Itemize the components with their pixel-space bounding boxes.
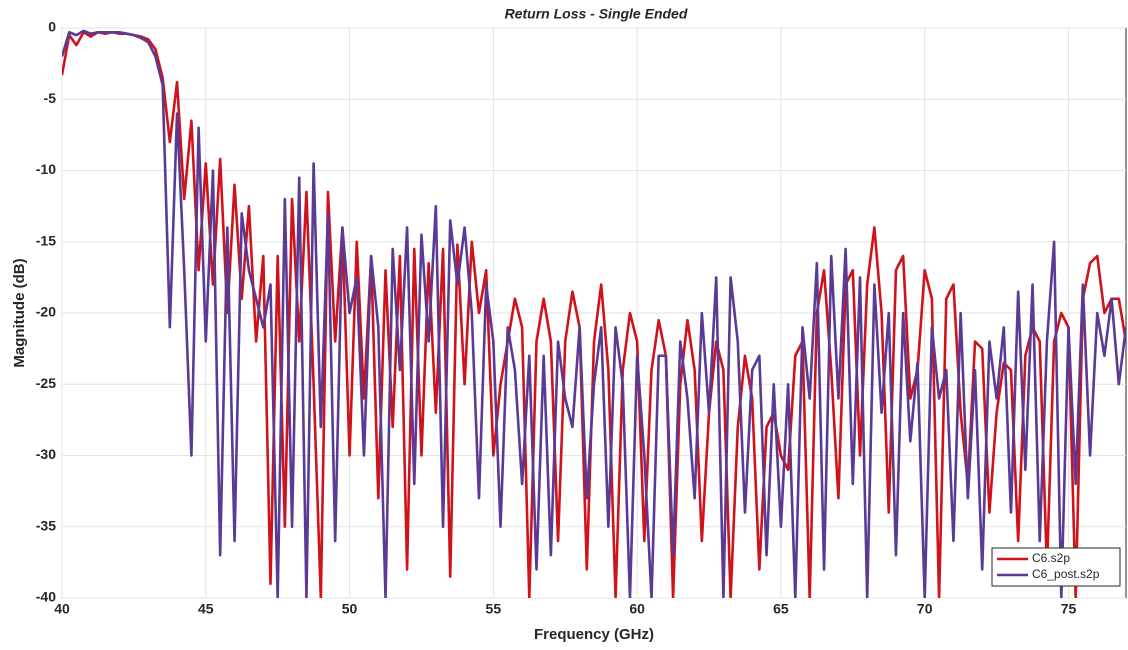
legend-box xyxy=(991,547,1121,587)
legend: C6.s2p C6_post.s2p xyxy=(991,547,1121,587)
y-tick-label: -5 xyxy=(44,90,57,106)
chart-title: Return Loss - Single Ended xyxy=(505,6,688,22)
y-tick-label: -25 xyxy=(36,375,56,391)
x-tick-label: 40 xyxy=(54,601,70,617)
x-tick-label: 65 xyxy=(773,601,789,617)
lines xyxy=(62,29,1126,598)
x-tick-label: 50 xyxy=(342,601,358,617)
y-tick-label: -35 xyxy=(36,517,56,533)
y-axis-label: Magnitude (dB) xyxy=(11,258,28,367)
legend-label: C6.s2p xyxy=(1032,551,1070,565)
x-tick-label: 55 xyxy=(486,601,502,617)
y-tick-label: -10 xyxy=(36,161,56,177)
grid: -40 -35 -30 -25 -20 -15 -10 -5 0 40 45 50 55 60 65 70 75 xyxy=(36,19,1126,617)
y-tick-label: 0 xyxy=(48,19,56,35)
y-tick-label: -30 xyxy=(36,446,56,462)
legend-label: C6_post.s2p xyxy=(1032,567,1100,581)
y-tick-label: -40 xyxy=(36,589,56,605)
y-tick-label: -15 xyxy=(36,232,56,248)
series-line xyxy=(62,29,1126,598)
x-tick-label: 70 xyxy=(917,601,933,617)
series-line xyxy=(62,30,1126,598)
x-axis-label: Frequency (GHz) xyxy=(534,626,654,643)
y-tick-label: -20 xyxy=(36,304,56,320)
x-tick-label: 75 xyxy=(1061,601,1077,617)
x-tick-label: 45 xyxy=(198,601,214,617)
x-tick-label: 60 xyxy=(629,601,645,617)
